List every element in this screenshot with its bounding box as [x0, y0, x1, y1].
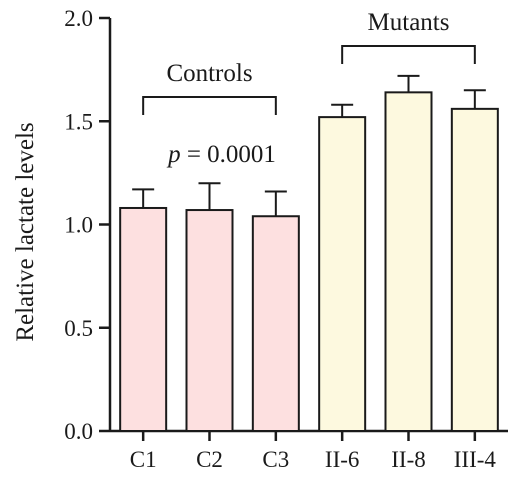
- x-tick-label: III-4: [454, 447, 497, 472]
- x-tick-label: C2: [196, 447, 223, 472]
- y-axis: 0.0 0.5 1.0 1.5 2.0: [64, 6, 112, 444]
- y-tick-label: 1.0: [64, 213, 93, 238]
- y-tick-label: 0.0: [64, 419, 93, 444]
- bar: [185, 209, 234, 432]
- group-bracket: [142, 96, 277, 115]
- group-bracket: [341, 45, 476, 64]
- bar: [450, 107, 499, 433]
- x-axis: C1 C2 C3 II-6 II-8 III-4: [110, 429, 508, 472]
- p-symbol: p: [166, 141, 181, 168]
- y-axis-label: Relative lactate levels: [12, 122, 39, 341]
- bar: [251, 215, 300, 432]
- x-tick-label: C3: [262, 447, 289, 472]
- x-tick-label: II-6: [325, 447, 359, 472]
- group-label: Mutants: [368, 9, 450, 36]
- p-value-annotation: p = 0.0001: [166, 141, 276, 168]
- y-tick-label: 2.0: [64, 6, 93, 31]
- bar: [384, 91, 433, 432]
- bar: [119, 206, 168, 432]
- group-label: Controls: [166, 60, 252, 87]
- x-tick-label: C1: [130, 447, 157, 472]
- bar: [318, 116, 367, 433]
- group-brackets: Controls Mutants: [142, 9, 476, 115]
- x-tick-label: II-8: [391, 447, 425, 472]
- error-bars: [132, 74, 486, 217]
- y-tick-label: 1.5: [64, 109, 93, 134]
- p-value-text: = 0.0001: [181, 141, 276, 168]
- bars: [119, 91, 499, 433]
- y-tick-label: 0.5: [64, 316, 93, 341]
